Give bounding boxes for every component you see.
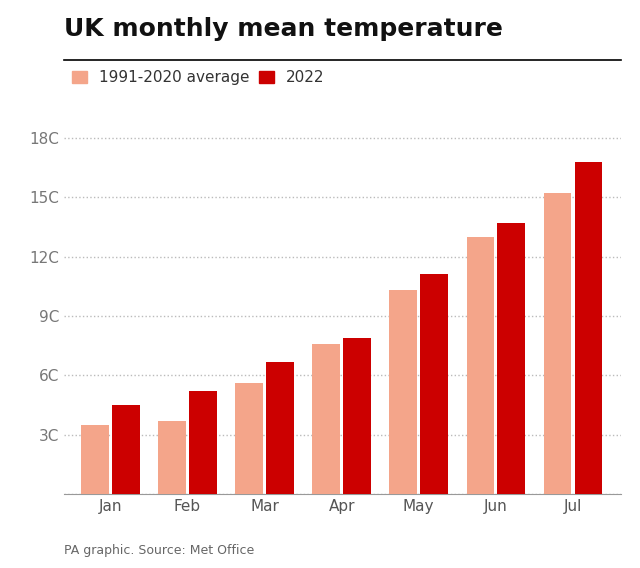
Bar — [420, 274, 448, 494]
Bar — [312, 344, 340, 494]
Text: UK monthly mean temperature: UK monthly mean temperature — [64, 17, 503, 41]
Bar — [81, 425, 109, 494]
Bar — [236, 383, 263, 494]
Bar — [467, 237, 494, 494]
Bar — [497, 223, 525, 494]
Bar — [112, 405, 140, 494]
Legend: 1991-2020 average, 2022: 1991-2020 average, 2022 — [72, 70, 325, 85]
Bar — [343, 338, 371, 494]
Text: PA graphic. Source: Met Office: PA graphic. Source: Met Office — [64, 544, 254, 557]
Bar — [544, 193, 572, 494]
Bar — [158, 421, 186, 494]
Bar — [189, 391, 217, 494]
Bar — [390, 290, 417, 494]
Bar — [266, 362, 294, 494]
Bar — [575, 162, 602, 494]
